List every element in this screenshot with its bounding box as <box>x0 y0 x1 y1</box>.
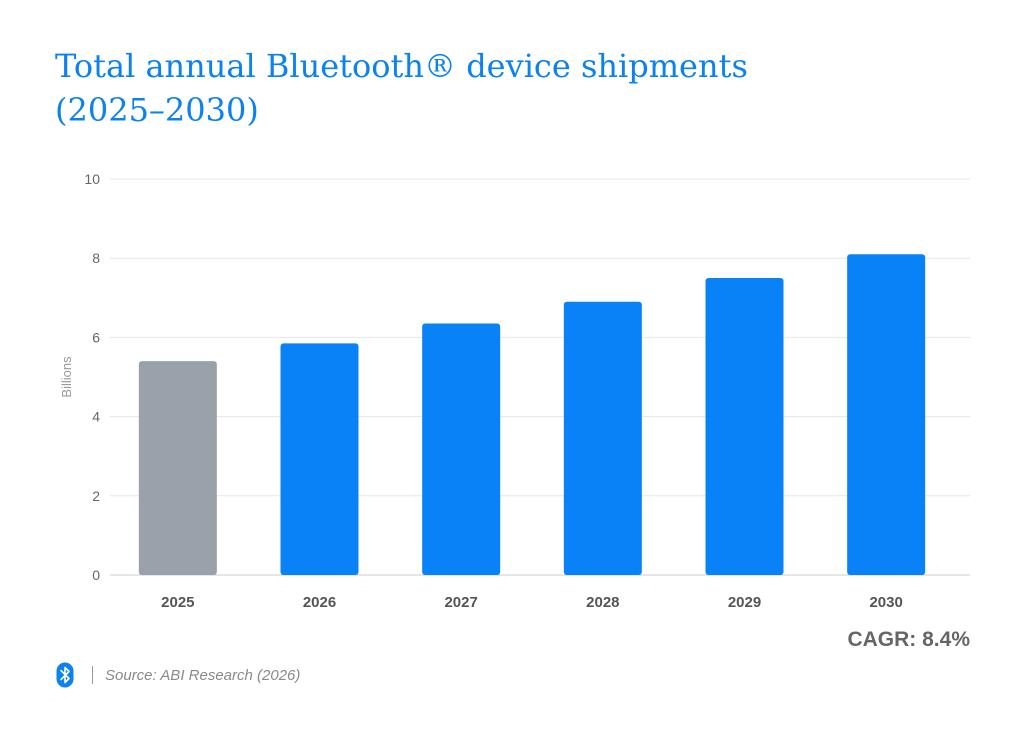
x-tick-label: 2028 <box>586 594 619 611</box>
footer-divider <box>92 666 93 684</box>
y-axis-label: Billions <box>59 356 74 398</box>
bar-2029 <box>705 278 784 575</box>
chart-title-line-2: (2025–2030) <box>55 91 259 129</box>
bar-2028 <box>563 301 642 575</box>
y-tick-label: 8 <box>92 250 100 266</box>
x-tick-label: 2029 <box>728 594 761 611</box>
chart-title: Total annual Bluetooth® device shipments… <box>55 44 955 132</box>
chart-title-line-1: Total annual Bluetooth® device shipments <box>55 47 748 85</box>
y-tick-label: 4 <box>92 409 100 425</box>
y-tick-label: 10 <box>84 171 100 187</box>
bar-2027 <box>422 323 501 575</box>
y-tick-label: 6 <box>92 329 100 345</box>
footer: Source: ABI Research (2026) <box>56 662 300 688</box>
y-tick-label: 2 <box>92 488 100 504</box>
x-tick-label: 2027 <box>444 594 477 611</box>
bar-chart: 0 2 4 6 8 10 Billions 2025 2026 2027 2028 2029 2030 <box>59 171 970 611</box>
x-tick-label: 2030 <box>869 594 902 611</box>
bar-2025 <box>138 361 217 575</box>
bar-2030 <box>847 254 926 576</box>
bar-2026 <box>280 343 359 575</box>
bluetooth-icon <box>56 662 74 688</box>
cagr-label: CAGR: 8.4% <box>847 628 970 651</box>
source-note: Source: ABI Research (2026) <box>105 666 301 684</box>
y-tick-label: 0 <box>92 567 100 583</box>
x-tick-label: 2026 <box>303 594 336 611</box>
x-tick-label: 2025 <box>161 594 194 611</box>
